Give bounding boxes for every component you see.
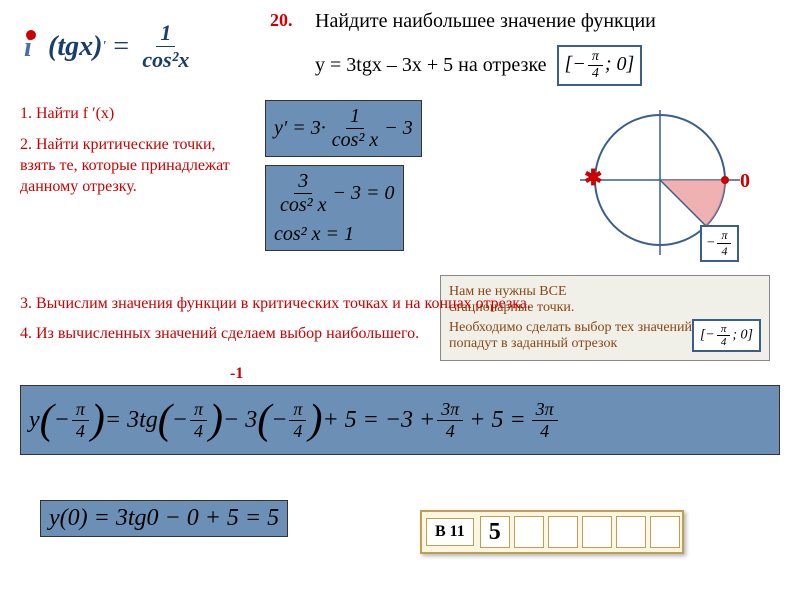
y0-formula: y(0) = 3tg0 − 0 + 5 = 5 <box>40 500 288 537</box>
svg-text:✱: ✱ <box>584 165 602 190</box>
id-den: cos²x <box>138 47 193 73</box>
step-2: 2. Найти критические точки, взять те, ко… <box>20 135 230 197</box>
callout-box: Нам не нужны ВСЕ стационарные точки. Нео… <box>440 275 770 361</box>
equation-box: 3 cos² x − 3 = 0 cos² x = 1 <box>265 165 404 251</box>
step-1: 1. Найти f ′(x) <box>20 105 114 123</box>
answer-cell-3 <box>548 516 578 548</box>
long-formula: y ( −π4 ) = 3tg ( −π4 ) − 3 ( −π4 ) + 5 … <box>20 385 780 455</box>
answer-cell-6 <box>650 516 680 548</box>
answer-box: В 11 5 <box>420 510 684 554</box>
problem-title: Найдите наибольшее значение функции <box>315 10 656 33</box>
id-num: 1 <box>156 20 175 47</box>
answer-label: В 11 <box>426 518 474 546</box>
identity-formula: (tgx) ′ = 1 cos²x <box>20 20 195 73</box>
interval-box-1: [−π4; 0] <box>557 45 643 86</box>
tgx: tgx <box>57 31 93 62</box>
answer-cell-1: 5 <box>480 516 510 548</box>
function-line: y = 3tgx – 3x + 5 на отрезке [−π4; 0] <box>315 45 642 86</box>
info-icon <box>20 32 48 62</box>
answer-cell-5 <box>616 516 646 548</box>
answer-cell-4 <box>582 516 612 548</box>
minus-one: -1 <box>230 365 243 383</box>
derivative-box: y′ = 3· 1 cos² x − 3 <box>265 100 422 157</box>
answer-cell-2 <box>514 516 544 548</box>
zero-label: 0 <box>740 170 750 193</box>
function-text: y = 3tgx – 3x + 5 на отрезке <box>315 54 547 77</box>
step-3: 3. Вычислим значения функции в критическ… <box>20 295 531 313</box>
step-4: 4. Из вычисленных значений сделаем выбор… <box>20 325 419 343</box>
interval-box-2: [−π4; 0] <box>692 319 761 352</box>
problem-number: 20. <box>270 10 293 31</box>
angle-label: −π4 <box>700 225 739 262</box>
